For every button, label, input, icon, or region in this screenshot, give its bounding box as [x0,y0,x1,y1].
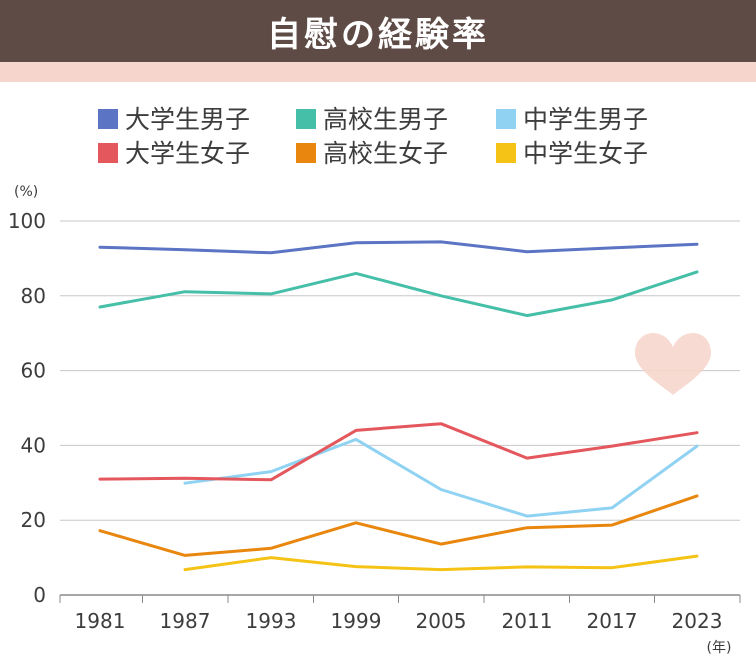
chart-title: 自慰の経験率 [0,0,756,62]
legend-label: 高校生男子 [323,105,448,134]
legend-label: 大学生女子 [125,139,250,168]
legend-swatch [98,143,118,163]
x-tick-label: 1993 [246,609,297,633]
y-unit-label: (%) [14,184,38,200]
legend-label: 高校生女子 [323,139,448,168]
legend-swatch [296,143,316,163]
x-tick-label: 1981 [75,609,126,633]
legend-item: 中学生男子 [496,105,648,134]
y-tick-label: 40 [21,433,46,457]
legend-label: 大学生男子 [125,105,250,134]
y-tick-label: 80 [21,284,46,308]
legend-swatch [98,109,118,129]
legend-item: 高校生女子 [296,139,448,168]
y-tick-label: 60 [21,359,46,383]
series-lines [98,240,699,572]
y-tick-label: 0 [33,583,46,607]
x-unit-label: (年) [707,640,732,656]
legend-swatch [496,109,516,129]
legend-item: 中学生女子 [496,139,648,168]
x-axis-ticks: 1981 1987 1993 1999 2005 2011 2017 2023 [59,595,741,633]
x-tick-label: 2011 [502,609,553,633]
x-tick-label: 2017 [587,609,638,633]
series-line-1 [98,240,699,255]
x-tick-label: 1987 [160,609,211,633]
x-tick-label: 1999 [331,609,382,633]
heart-icon [635,333,711,395]
y-tick-label: 20 [21,508,46,532]
legend-label: 中学生男子 [523,105,648,134]
legend-swatch [496,143,516,163]
gridlines [60,220,740,596]
series-line-6 [183,554,699,572]
x-tick-label: 2005 [416,609,467,633]
legend-label: 中学生女子 [523,139,648,168]
series-line-4 [98,422,699,482]
x-tick-label: 2023 [672,609,723,633]
title-accent-band [0,62,756,82]
series-line-5 [98,494,699,557]
legend-item: 高校生男子 [296,105,448,134]
legend-item: 大学生女子 [98,139,250,168]
y-tick-label: 100 [8,209,46,233]
y-axis-ticks: 0 20 40 60 80 100 [8,209,46,607]
series-line-3 [183,437,699,518]
legend-swatch [296,109,316,129]
legend-item: 大学生男子 [98,105,250,134]
series-line-2 [98,270,699,318]
